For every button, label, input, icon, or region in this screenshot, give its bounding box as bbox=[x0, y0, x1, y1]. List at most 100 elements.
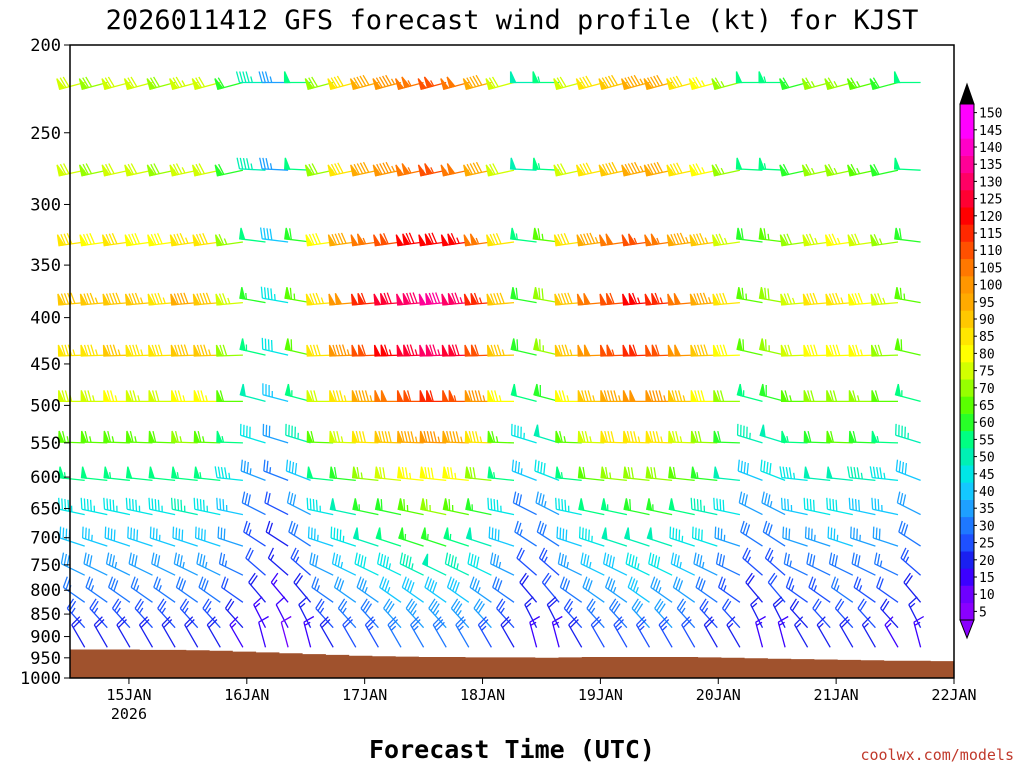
colorbar-swatch bbox=[960, 482, 974, 500]
wind-barb bbox=[351, 344, 379, 357]
x-tick-label: 22JAN bbox=[931, 686, 976, 704]
colorbar-label: 40 bbox=[979, 485, 995, 500]
wind-barb bbox=[125, 466, 153, 482]
wind-barb bbox=[759, 383, 786, 403]
wind-barb bbox=[265, 520, 289, 547]
colorbar-swatch bbox=[960, 155, 974, 174]
wind-barb bbox=[643, 161, 673, 177]
wind-barb bbox=[839, 616, 854, 648]
wind-barb bbox=[880, 598, 899, 629]
wind-barb bbox=[654, 598, 673, 629]
wind-barb bbox=[599, 344, 627, 357]
wind-barb bbox=[826, 390, 853, 403]
plot-frame bbox=[69, 44, 955, 679]
wind-barb bbox=[215, 344, 243, 357]
y-tick-label: 200 bbox=[30, 36, 61, 56]
colorbar-swatch bbox=[960, 430, 974, 449]
wind-barb bbox=[469, 576, 492, 603]
wind-barb bbox=[134, 598, 153, 629]
wind-barb bbox=[349, 74, 379, 90]
wind-barb bbox=[262, 423, 289, 444]
colorbar-swatch bbox=[960, 413, 974, 432]
wind-barb bbox=[285, 423, 311, 444]
wind-barb bbox=[360, 598, 379, 629]
colorbar-label: 140 bbox=[979, 141, 1002, 156]
wind-barb bbox=[125, 430, 153, 444]
wind-barb bbox=[284, 287, 311, 304]
wind-barb bbox=[83, 552, 108, 576]
wind-barb bbox=[71, 616, 86, 648]
wind-barb bbox=[410, 616, 425, 648]
wind-barb bbox=[116, 616, 131, 648]
wind-barb bbox=[872, 526, 899, 547]
wind-barb bbox=[305, 233, 334, 247]
wind-barb bbox=[293, 572, 312, 603]
colorbar-swatch bbox=[960, 276, 974, 294]
colorbar-label: 50 bbox=[979, 451, 995, 466]
wind-barb bbox=[235, 71, 266, 84]
wind-barb bbox=[101, 76, 131, 90]
wind-barb bbox=[175, 576, 199, 603]
wind-barb bbox=[148, 430, 176, 444]
wind-barb bbox=[645, 430, 673, 444]
wind-barb bbox=[853, 576, 876, 603]
wind-barb bbox=[105, 552, 131, 576]
wind-barb bbox=[555, 430, 582, 444]
wind-barb bbox=[509, 71, 537, 84]
colorbar-min-arrow bbox=[959, 619, 975, 640]
wind-barb bbox=[419, 344, 447, 357]
wind-barb bbox=[193, 390, 221, 403]
wind-barb bbox=[80, 466, 108, 482]
wind-barb bbox=[512, 491, 537, 516]
wind-barb bbox=[668, 498, 695, 516]
colorbar-label: 150 bbox=[979, 107, 1002, 122]
wind-barb bbox=[580, 552, 605, 576]
wind-barb bbox=[557, 552, 582, 576]
wind-barb bbox=[441, 344, 469, 357]
wind-barb bbox=[304, 76, 334, 90]
wind-barb bbox=[689, 233, 718, 247]
wind-barb bbox=[762, 520, 786, 547]
wind-barb bbox=[58, 390, 85, 403]
wind-barb bbox=[779, 233, 808, 247]
colorbar-swatch bbox=[960, 534, 974, 552]
wind-barb bbox=[306, 466, 334, 482]
wind-barb bbox=[169, 233, 198, 247]
y-tick-label: 350 bbox=[30, 256, 61, 276]
wind-barb bbox=[781, 430, 808, 444]
wind-barb bbox=[485, 76, 515, 90]
wind-barb bbox=[802, 233, 831, 247]
wind-barb bbox=[440, 233, 469, 247]
wind-barb bbox=[510, 383, 537, 403]
wind-barb bbox=[802, 292, 831, 306]
wind-barb bbox=[373, 292, 402, 306]
wind-barb bbox=[148, 466, 176, 482]
wind-barb bbox=[487, 390, 514, 403]
wind-barb bbox=[103, 430, 130, 444]
wind-barb bbox=[229, 616, 244, 648]
wind-barb bbox=[202, 598, 221, 629]
wind-barb bbox=[761, 491, 786, 516]
colorbar-swatch bbox=[960, 516, 974, 535]
wind-barb bbox=[193, 430, 221, 444]
wind-barb bbox=[395, 232, 424, 247]
wind-barb bbox=[568, 616, 583, 648]
wind-barb bbox=[352, 527, 379, 547]
wind-barb bbox=[263, 459, 289, 482]
wind-barb bbox=[600, 390, 627, 403]
wind-barb bbox=[861, 616, 876, 648]
wind-barb bbox=[329, 466, 356, 482]
wind-barb bbox=[777, 615, 789, 648]
wind-barb bbox=[198, 576, 221, 603]
wind-barb bbox=[383, 598, 402, 629]
wind-barb bbox=[847, 292, 876, 306]
wind-barb bbox=[535, 491, 560, 516]
wind-barb bbox=[442, 498, 469, 516]
wind-barb bbox=[148, 344, 176, 357]
wind-barb bbox=[736, 287, 763, 304]
wind-barb bbox=[260, 286, 289, 304]
wind-barb bbox=[622, 390, 650, 403]
wind-barb bbox=[193, 344, 221, 357]
wind-barb bbox=[102, 344, 130, 357]
wind-barb bbox=[622, 344, 650, 357]
